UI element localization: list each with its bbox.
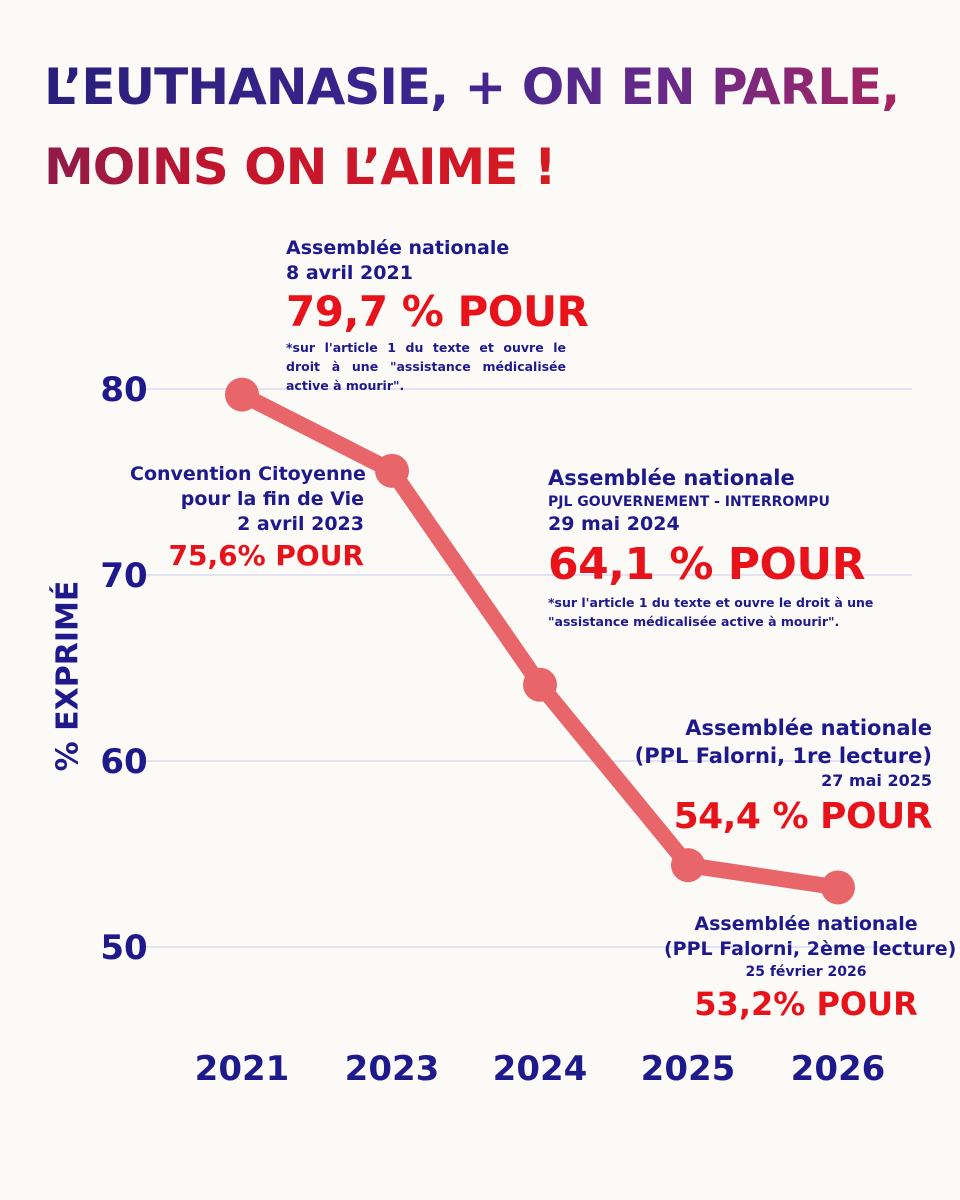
data-point-2023 [375,453,409,488]
y-axis-label: % EXPRIMÉ [50,580,86,772]
annotation-2024-value: 64,1 % POUR [548,539,866,590]
annotation-2023-line3: 2 avril 2023 [237,513,364,535]
x-tick-2025: 2025 [641,1049,736,1089]
annotation-2023-value: 75,6% POUR [168,539,364,572]
y-tick-80: 80 [100,370,147,410]
y-tick-labels: 50 60 70 80 [100,370,147,968]
annotation-2025-line2: (PPL Falorni, 1re lecture) [634,744,932,768]
annotation-2021-line2: 8 avril 2021 [286,262,413,284]
annotation-2025-line3: 27 mai 2025 [821,771,932,790]
annotation-2021: Assemblée nationale 8 avril 2021 79,7 % … [286,236,589,395]
annotation-2023: Convention Citoyenne pour la fin de Vie … [130,462,366,575]
annotation-2026-line3: 25 février 2026 [745,964,867,980]
annotation-2021-note: *sur l'article 1 du texte et ouvre le dr… [286,340,566,393]
annotation-2026-line1: Assemblée nationale [694,913,918,935]
annotation-2021-value: 79,7 % POUR [286,287,589,336]
annotation-2024-line2: PJL GOUVERNEMENT - INTERROMPU [548,494,830,510]
annotation-2023-line1: Convention Citoyenne [130,463,366,485]
grid-lines [140,388,912,948]
data-points [225,377,855,905]
data-point-2026 [821,870,855,905]
y-tick-50: 50 [100,928,147,968]
annotation-2025-value: 54,4 % POUR [673,796,933,837]
y-tick-60: 60 [100,742,147,782]
annotation-2025: Assemblée nationale (PPL Falorni, 1re le… [612,714,933,842]
annotation-2026-value: 53,2% POUR [694,985,918,1023]
annotation-2024-line3: 29 mai 2024 [548,513,680,535]
data-point-2024 [523,667,557,702]
title-line-1: L’EUTHANASIE, + ON EN PARLE, [44,58,900,116]
annotation-2024-line1: Assemblée nationale [548,466,795,490]
annotation-2025-line1: Assemblée nationale [685,716,932,740]
annotation-2026-line2: (PPL Falorni, 2ème lecture) [664,938,957,960]
data-point-2021 [225,377,259,412]
annotation-2026: Assemblée nationale (PPL Falorni, 2ème l… [664,912,957,1026]
x-tick-2026: 2026 [791,1049,886,1089]
x-tick-2023: 2023 [345,1049,440,1089]
x-tick-labels: 2021 2023 2024 2025 2026 [195,1049,886,1089]
x-tick-2024: 2024 [493,1049,588,1089]
x-tick-2021: 2021 [195,1049,290,1089]
annotation-2023-line2: pour la fin de Vie [180,488,364,510]
data-point-2025 [671,848,705,883]
annotation-2021-line1: Assemblée nationale [286,237,510,259]
annotation-2024: Assemblée nationale PJL GOUVERNEMENT - I… [548,464,878,631]
y-tick-70: 70 [100,556,147,596]
annotation-2024-note: *sur l'article 1 du texte et ouvre le dr… [548,595,874,629]
title-line-2: MOINS ON L’AIME ! [44,138,557,196]
